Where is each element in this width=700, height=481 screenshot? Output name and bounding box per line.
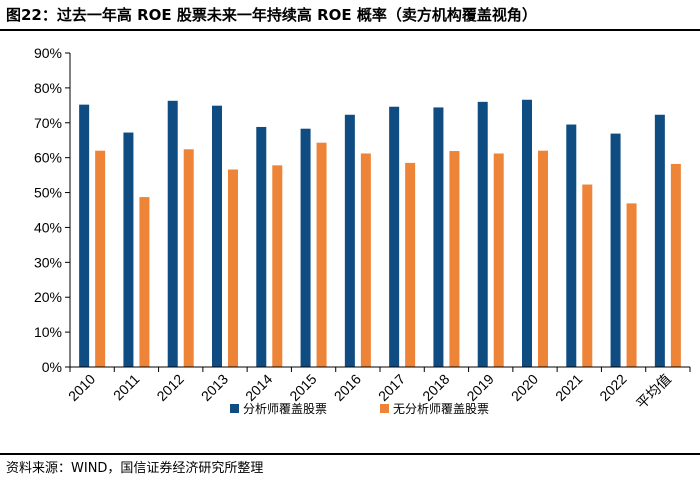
y-axis: 0% 10% 20% 30% 40% 50% 60% 70% 80% 90%	[34, 45, 71, 375]
bar-analyst-covered	[256, 126, 267, 367]
bar-analyst-covered	[610, 133, 621, 367]
bar-analyst-covered	[654, 114, 665, 368]
bar-analyst-covered	[123, 132, 134, 367]
bar-analyst-covered	[389, 106, 400, 368]
bar-analyst-covered	[167, 100, 178, 367]
x-tick-label: 2018	[419, 371, 452, 404]
bar-analyst-covered	[477, 101, 488, 367]
bar-no-analyst	[360, 153, 371, 367]
bar-no-analyst	[582, 184, 593, 367]
x-tick-label: 平均值	[633, 371, 674, 412]
bar-analyst-covered	[566, 124, 577, 368]
y-tick-label: 90%	[34, 45, 62, 61]
y-tick-label: 40%	[34, 219, 62, 235]
y-tick-label: 0%	[42, 359, 62, 375]
bar-no-analyst	[95, 150, 106, 367]
x-tick-label: 2012	[153, 371, 186, 404]
bar-analyst-covered	[300, 128, 311, 367]
legend-label-no-analyst: 无分析师覆盖股票	[393, 402, 489, 416]
x-tick-label: 2017	[375, 371, 408, 404]
bars	[79, 99, 681, 368]
bar-no-analyst	[228, 169, 238, 367]
y-tick-label: 70%	[34, 115, 62, 131]
bar-no-analyst	[538, 150, 548, 367]
bar-no-analyst	[139, 197, 150, 367]
bar-no-analyst	[493, 153, 504, 367]
y-tick-label: 10%	[34, 324, 62, 340]
legend-swatch-no-analyst	[380, 404, 389, 413]
chart-title: 图22：过去一年高 ROE 股票未来一年持续高 ROE 概率（卖方机构覆盖视角）	[6, 6, 537, 24]
bar-no-analyst	[449, 151, 460, 367]
bar-analyst-covered	[212, 105, 222, 367]
bar-no-analyst	[316, 142, 327, 367]
x-tick-label: 2015	[286, 371, 319, 404]
source-note: 资料来源：WIND，国信证券经济研究所整理	[6, 461, 264, 476]
bar-no-analyst	[626, 203, 637, 367]
bar-no-analyst	[670, 163, 681, 367]
bar-analyst-covered	[344, 114, 355, 368]
x-tick-label: 2019	[463, 371, 496, 404]
bar-analyst-covered	[79, 104, 90, 367]
footer-divider	[0, 453, 700, 455]
bar-no-analyst	[405, 162, 416, 367]
x-tick-label: 2016	[331, 371, 364, 404]
bar-no-analyst	[272, 165, 283, 367]
title-divider	[0, 29, 700, 31]
bar-analyst-covered	[433, 107, 444, 367]
y-tick-label: 20%	[34, 289, 62, 305]
x-tick-label: 2022	[596, 371, 629, 404]
y-tick-label: 50%	[34, 185, 62, 201]
x-tick-label: 2020	[508, 371, 541, 404]
bar-no-analyst	[183, 149, 194, 367]
bar-analyst-covered	[522, 99, 532, 368]
legend-label-analyst: 分析师覆盖股票	[243, 402, 327, 416]
x-tick-label: 2011	[110, 371, 143, 404]
legend: 分析师覆盖股票 无分析师覆盖股票	[230, 402, 489, 416]
y-tick-label: 80%	[34, 80, 62, 96]
x-tick-label: 2021	[552, 371, 585, 404]
bar-chart: 0%10%20%30%40%50%60%70%80%90% 2010 2011 20…	[34, 45, 691, 416]
x-tick-label: 2013	[198, 371, 231, 404]
x-tick-label: 2014	[242, 371, 275, 404]
legend-swatch-analyst	[230, 404, 239, 413]
y-tick-label: 30%	[34, 254, 62, 270]
y-tick-label: 60%	[34, 150, 62, 166]
x-axis: 2010 2011 2012 2013 2014 2015 2016 2017 2018 2019…	[65, 366, 691, 412]
x-tick-label: 2010	[65, 371, 98, 404]
